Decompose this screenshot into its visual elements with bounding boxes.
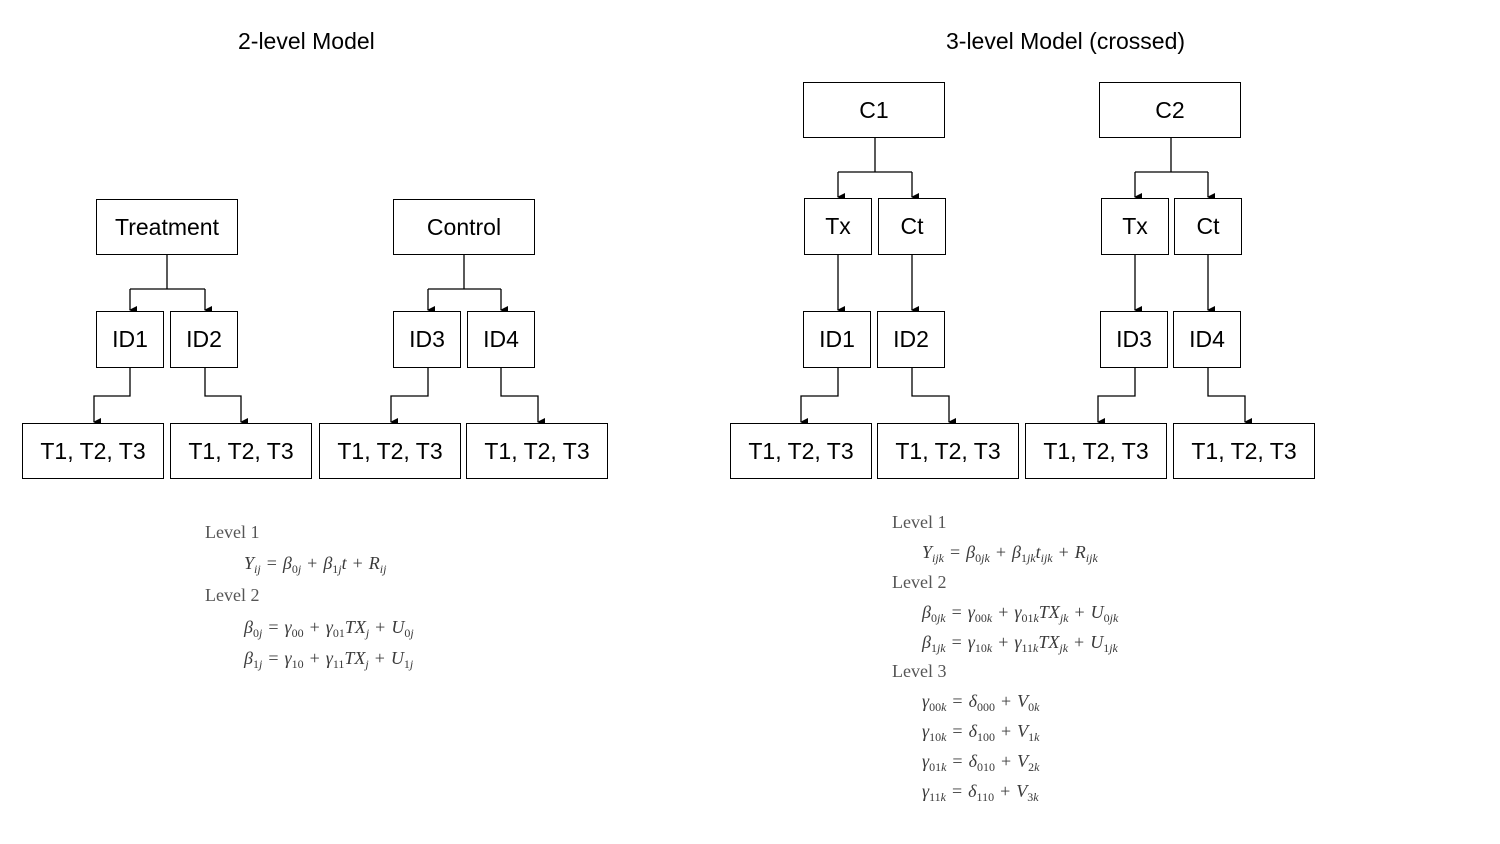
ct-box-2: Ct: [1174, 198, 1242, 255]
left-times-box-3: T1, T2, T3: [319, 423, 461, 479]
right-times-box-3: T1, T2, T3: [1025, 423, 1167, 479]
left-times-box-4: T1, T2, T3: [466, 423, 608, 479]
arrow-id2-times: [204, 368, 248, 426]
control-to-ids-stem: [428, 255, 501, 290]
arrow-rid4-times: [1207, 368, 1252, 426]
right-level3-equation-2: γ10k = δ100 + V1k: [922, 721, 1040, 744]
arrow-id3-times: [390, 368, 429, 426]
right-times-box-2: T1, T2, T3: [877, 423, 1019, 479]
left-level2-equation-2: β1j = γ10 + γ11TXj + U1j: [244, 648, 414, 671]
arrow-rid1-times: [800, 368, 839, 426]
right-id1-box: ID1: [803, 311, 871, 368]
left-id4-box: ID4: [467, 311, 535, 368]
left-times-box-1: T1, T2, T3: [22, 423, 164, 479]
right-id4-box: ID4: [1173, 311, 1241, 368]
left-level1-label: Level 1: [205, 522, 260, 542]
right-id3-box: ID3: [1100, 311, 1168, 368]
right-level2-equation-1: β0jk = γ00k + γ01kTXjk + U0jk: [922, 602, 1119, 625]
arrow-rid2-times: [911, 368, 956, 426]
right-level3-label: Level 3: [892, 661, 947, 681]
left-level2-label: Level 2: [205, 585, 260, 605]
left-times-box-2: T1, T2, T3: [170, 423, 312, 479]
arrow-id1-times: [93, 368, 131, 426]
control-box: Control: [393, 199, 535, 255]
treatment-to-ids-stem: [130, 255, 205, 290]
left-id3-box: ID3: [393, 311, 461, 368]
c1-stem: [838, 138, 912, 173]
right-level3-equation-1: γ00k = δ000 + V0k: [922, 691, 1040, 714]
left-id2-box: ID2: [170, 311, 238, 368]
c2-box: C2: [1099, 82, 1241, 138]
tx-box-2: Tx: [1101, 198, 1169, 255]
right-level2-label: Level 2: [892, 572, 947, 592]
c1-box: C1: [803, 82, 945, 138]
left-title: 2-level Model: [238, 28, 375, 54]
arrow-id4-times: [500, 368, 545, 426]
left-id1-box: ID1: [96, 311, 164, 368]
treatment-box: Treatment: [96, 199, 238, 255]
right-title: 3-level Model (crossed): [946, 28, 1186, 54]
arrow-rid3-times: [1097, 368, 1136, 426]
left-level2-equation-1: β0j = γ00 + γ01TXj + U0j: [244, 617, 414, 640]
c2-stem: [1135, 138, 1208, 173]
right-id2-box: ID2: [877, 311, 945, 368]
right-times-box-1: T1, T2, T3: [730, 423, 872, 479]
right-times-box-4: T1, T2, T3: [1173, 423, 1315, 479]
ct-box-1: Ct: [878, 198, 946, 255]
right-level3-equation-3: γ01k = δ010 + V2k: [922, 751, 1040, 774]
tx-box-1: Tx: [804, 198, 872, 255]
right-level1-equation: Yijk = β0jk + β1jktijk + Rijk: [922, 542, 1098, 565]
left-level1-equation: Yij = β0j + β1jt + Rij: [244, 553, 387, 576]
right-level1-label: Level 1: [892, 512, 947, 532]
right-level2-equation-2: β1jk = γ10k + γ11kTXjk + U1jk: [922, 632, 1118, 655]
right-level3-equation-4: γ11k = δ110 + V3k: [922, 781, 1039, 804]
